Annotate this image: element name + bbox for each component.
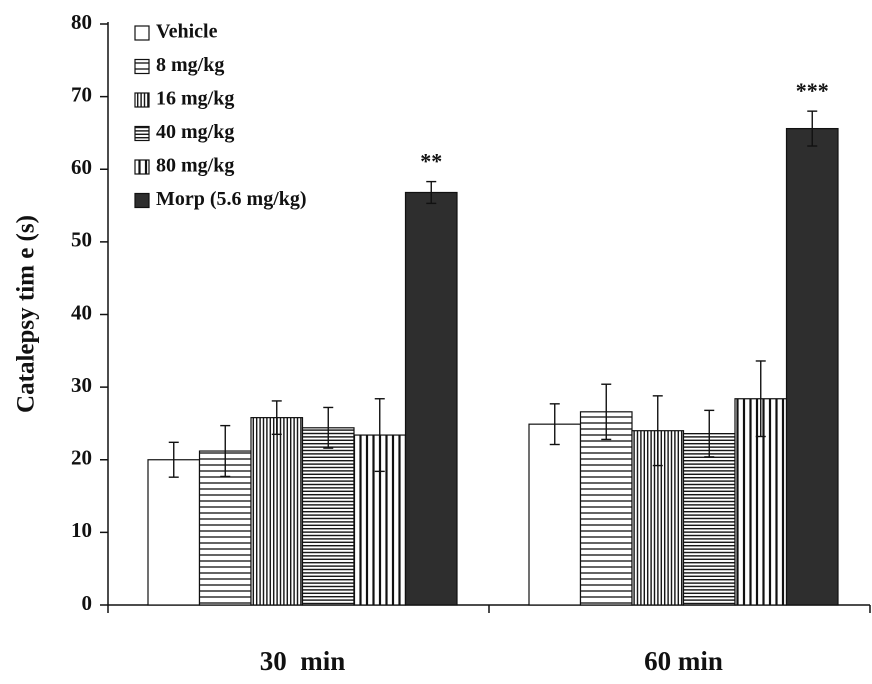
y-tick-label: 0 [82,591,93,615]
significance-label: *** [796,78,829,103]
significance-label: ** [420,149,442,174]
x-tick-label: 30 min [260,646,346,676]
legend-label: Morp (5.6 mg/kg) [156,188,307,210]
legend-label: 40 mg/kg [156,121,234,143]
legend-label: 8 mg/kg [156,54,224,76]
legend-swatch [134,159,150,175]
y-tick-label: 80 [71,10,92,34]
legend-label: 80 mg/kg [156,155,234,177]
y-tick-label: 20 [71,446,92,470]
legend-label: 16 mg/kg [156,88,234,110]
bar [404,191,458,606]
y-tick-label: 60 [71,155,92,179]
bar [682,433,736,606]
bar [785,127,839,606]
bar [147,459,201,606]
legend-swatch [134,25,150,41]
legend-swatch [134,92,150,108]
bar [250,417,304,606]
x-tick-label: 60 min [644,646,723,676]
legend-swatch [134,192,150,209]
y-tick-label: 50 [71,228,92,252]
y-tick-label: 10 [71,518,92,542]
bar [301,427,355,606]
y-tick-label: 40 [71,300,92,324]
legend-swatch [134,125,150,142]
bar [528,423,582,606]
y-axis-label: Catalepsy tim e (s) [13,215,40,413]
y-tick-label: 70 [71,82,92,106]
y-tick-label: 30 [71,373,92,397]
bar [579,411,633,606]
legend-swatch [134,58,150,75]
legend-label: Vehicle [156,21,218,43]
